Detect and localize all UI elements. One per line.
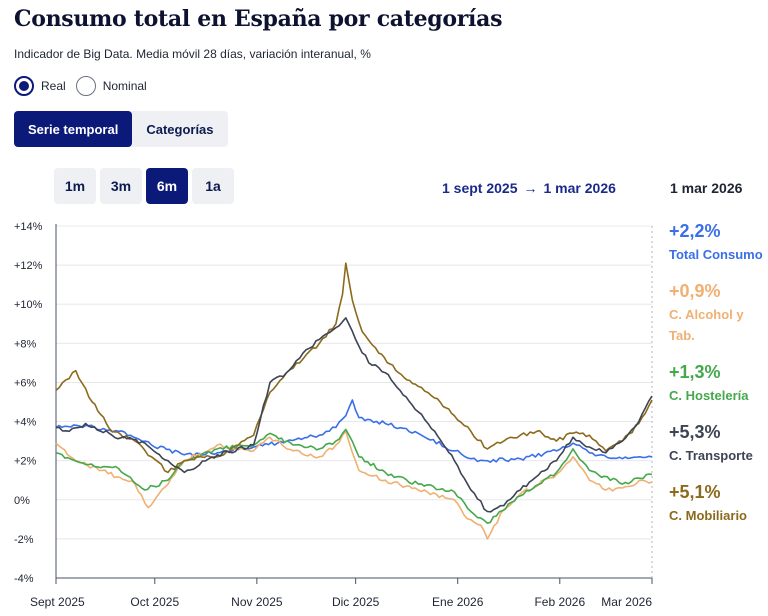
range-6m-button[interactable]: 6m <box>146 168 188 204</box>
legend-value: +0,9% <box>669 281 721 301</box>
view-tabs: Serie temporal Categorías <box>14 111 228 147</box>
legend-label: C. Mobiliario <box>669 508 747 523</box>
price-type-radio-group: Real Nominal <box>14 76 147 96</box>
range-selector: 1m 3m 6m 1a <box>54 168 234 204</box>
y-tick-label: -4% <box>14 573 34 585</box>
legend-label: Total Consumo <box>669 247 763 262</box>
legend-panel: +2,2% Total Consumo +0,9% C. Alcohol y T… <box>669 218 768 539</box>
legend-label: C. Hostelería <box>669 388 749 403</box>
legend-label: C. Transporte <box>669 448 753 463</box>
page-subtitle: Indicador de Big Data. Media móvil 28 dí… <box>14 47 371 61</box>
y-tick-label: +4% <box>14 417 37 429</box>
arrow-right-icon: → <box>523 180 538 196</box>
tab-categorias[interactable]: Categorías <box>146 121 214 137</box>
y-tick-label: +12% <box>14 260 43 272</box>
x-tick-label: Mar 2026 <box>601 595 652 609</box>
x-tick-label: Nov 2025 <box>231 595 283 609</box>
radio-nominal[interactable]: Nominal <box>75 76 147 96</box>
x-tick-label: Oct 2025 <box>130 595 179 609</box>
series-line <box>55 430 653 540</box>
x-tick-label: Feb 2026 <box>534 595 585 609</box>
legend-label: C. Alcohol y Tab. <box>669 307 744 343</box>
legend-value: +5,1% <box>669 482 721 502</box>
date-range-start: 1 sept 2025 <box>442 180 518 196</box>
range-1a-button[interactable]: 1a <box>192 168 234 204</box>
selected-date: 1 mar 2026 <box>670 180 743 196</box>
radio-real[interactable]: Real <box>14 76 66 96</box>
legend-item-alcohol-tabaco: +0,9% C. Alcohol y Tab. <box>669 278 768 346</box>
y-tick-label: 0% <box>14 495 30 507</box>
legend-item-total-consumo: +2,2% Total Consumo <box>669 218 768 265</box>
x-tick-label: Sept 2025 <box>30 595 85 609</box>
y-tick-label: +10% <box>14 299 43 311</box>
radio-nominal-label: Nominal <box>102 79 147 93</box>
date-range: 1 sept 2025 → 1 mar 2026 <box>442 180 616 196</box>
legend-item-hosteleria: +1,3% C. Hostelería <box>669 359 768 406</box>
y-tick-label: +14% <box>14 221 43 233</box>
date-range-end: 1 mar 2026 <box>543 180 616 196</box>
range-3m-button[interactable]: 3m <box>100 168 142 204</box>
radio-selected-icon <box>14 76 34 96</box>
y-tick-label: +6% <box>14 377 37 389</box>
x-tick-label: Dic 2025 <box>332 595 380 609</box>
range-1m-button[interactable]: 1m <box>54 168 96 204</box>
legend-value: +5,3% <box>669 422 721 442</box>
series-line <box>55 428 653 524</box>
legend-value: +2,2% <box>669 221 721 241</box>
legend-item-transporte: +5,3% C. Transporte <box>669 419 768 466</box>
series-line <box>55 399 653 463</box>
radio-real-label: Real <box>41 79 66 93</box>
legend-item-mobiliario: +5,1% C. Mobiliario <box>669 479 768 526</box>
legend-value: +1,3% <box>669 362 721 382</box>
x-tick-label: Ene 2026 <box>432 595 484 609</box>
y-tick-label: +2% <box>14 456 37 468</box>
radio-unselected-icon <box>75 76 96 96</box>
series-line <box>55 317 653 513</box>
y-tick-label: -2% <box>14 534 34 546</box>
page-title: Consumo total en España por categorías <box>14 6 503 32</box>
series-line <box>55 262 653 474</box>
tab-serie-temporal[interactable]: Serie temporal <box>14 111 133 147</box>
line-chart: +14% +12% +10% +8% +6% +4% +2% 0% -2% -4% Sept 202… <box>14 221 653 609</box>
y-tick-label: +8% <box>14 338 37 350</box>
